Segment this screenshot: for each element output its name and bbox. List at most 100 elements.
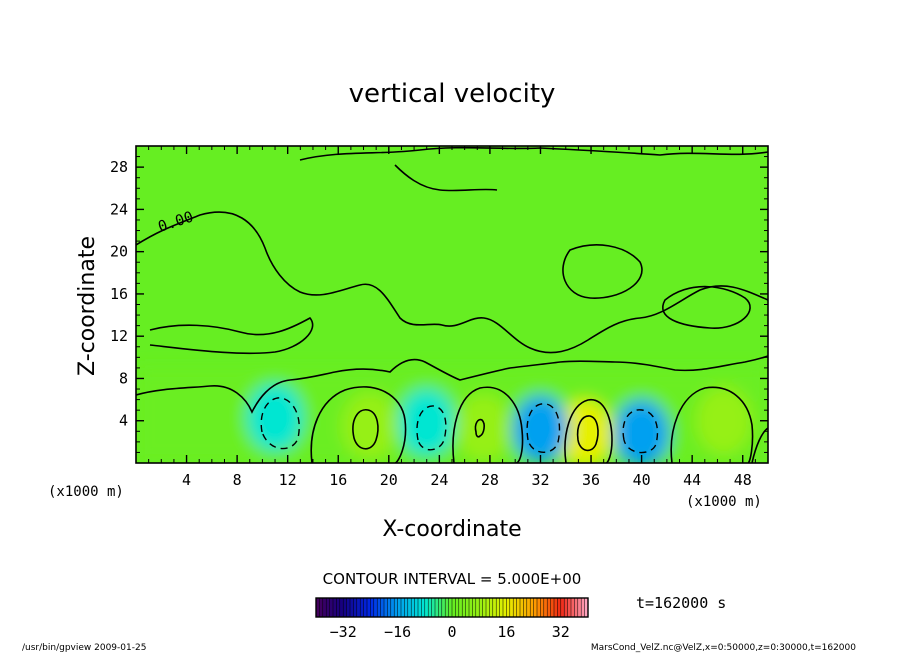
chart-title: vertical velocity (349, 79, 556, 109)
colorbar-cell (333, 598, 337, 617)
y-axis: 4 8 12 16 20 24 28 (110, 156, 768, 453)
colorbar-ticks: −32 −16 0 16 32 (330, 623, 570, 641)
colorbar-cell (577, 598, 582, 617)
colorbar-cell (554, 598, 558, 617)
colorbar-cell (370, 598, 375, 617)
colorbar-cell (486, 598, 490, 617)
colorbar-frame (315, 597, 589, 618)
x-tick-label: 28 (481, 471, 499, 489)
colorbar-tick-label: 32 (552, 623, 570, 641)
colorbar-cell (469, 598, 473, 617)
x-axis-label: X-coordinate (382, 517, 521, 542)
colorbar-cell (492, 598, 497, 617)
y-tick-label: 24 (110, 200, 128, 218)
y-tick-label: 20 (110, 243, 128, 261)
y-tick-label: 8 (119, 369, 128, 387)
colorbar-cell (482, 598, 487, 617)
y-tick-label: 12 (110, 327, 128, 345)
colorbar-cell (523, 598, 528, 617)
colorbar-cell (448, 598, 453, 617)
colorbar (315, 597, 589, 618)
colorbar-cell (421, 598, 426, 617)
colorbar-cell (380, 598, 385, 617)
colorbar-tick-label: −32 (330, 623, 357, 641)
velocity-cell (695, 386, 752, 455)
x-tick-label: 16 (329, 471, 347, 489)
colorbar-cell (363, 598, 368, 617)
colorbar-cell (373, 598, 378, 617)
x-tick-label: 4 (182, 471, 191, 489)
colorbar-cell (465, 598, 470, 617)
time-label: t=162000 s (636, 594, 726, 612)
colorbar-cell (350, 598, 354, 617)
footer-left: /usr/bin/gpview 2009-01-25 (22, 643, 146, 653)
colorbar-cell (499, 598, 504, 617)
contour-lines (136, 146, 768, 463)
colorbar-cell (407, 598, 412, 617)
colorbar-cell (435, 598, 439, 617)
colorbar-cell (462, 598, 466, 617)
x-tick-label: 44 (683, 471, 701, 489)
colorbar-cell (356, 598, 361, 617)
colorbar-cell (540, 598, 545, 617)
colorbar-cell (533, 598, 538, 617)
colorbar-cell (520, 598, 524, 617)
colorbar-cell (503, 598, 507, 617)
colorbar-cell (506, 598, 511, 617)
velocity-cell (247, 383, 304, 452)
velocity-field (136, 367, 768, 463)
footer-right: MarsCond_VelZ.nc@VelZ,x=0:50000,z=0:3000… (591, 643, 856, 653)
colorbar-cell (567, 598, 572, 617)
colorbar-cell (472, 598, 477, 617)
colorbar-cell (322, 598, 327, 617)
colorbar-cell (387, 598, 392, 617)
colorbar-cell (537, 598, 541, 617)
colorbar-cell (513, 598, 517, 617)
colorbar-cell (431, 598, 436, 617)
colorbar-cell (390, 598, 395, 617)
colorbar-cell (353, 598, 358, 617)
colorbar-cell (550, 598, 555, 617)
colorbar-tick-label: −16 (384, 623, 411, 641)
colorbar-cell (438, 598, 443, 617)
colorbar-tick-label: 16 (497, 623, 515, 641)
x-tick-label: 40 (633, 471, 651, 489)
colorbar-cell (584, 598, 589, 617)
colorbar-cell (394, 598, 398, 617)
colorbar-cell (319, 598, 324, 617)
colorbar-cell (339, 598, 344, 617)
colorbar-cell (441, 598, 446, 617)
colorbar-cell (360, 598, 364, 617)
colorbar-cell (543, 598, 548, 617)
x-tick-label: 12 (279, 471, 297, 489)
velocity-cell (398, 388, 455, 457)
colorbar-tick-label: 0 (447, 623, 456, 641)
colorbar-cell (424, 598, 429, 617)
colorbar-cell (336, 598, 341, 617)
colorbar-cell (489, 598, 494, 617)
x-tick-label: 8 (233, 471, 242, 489)
colorbar-cell (367, 598, 371, 617)
colorbar-cell (547, 598, 551, 617)
colorbar-cell (401, 598, 405, 617)
colorbar-cell (346, 598, 351, 617)
velocity-cell (341, 392, 398, 461)
colorbar-cell (458, 598, 463, 617)
x-tick-label: 20 (380, 471, 398, 489)
colorbar-cell (428, 598, 432, 617)
contour-interval: CONTOUR INTERVAL = 5.000E+00 (323, 570, 582, 588)
y-tick-label: 16 (110, 285, 128, 303)
colorbar-cell (526, 598, 531, 617)
colorbar-cell (316, 598, 320, 617)
colorbar-cell (445, 598, 449, 617)
x-tick-label: 48 (734, 471, 752, 489)
colorbar-cell (574, 598, 579, 617)
colorbar-cell (411, 598, 415, 617)
colorbar-cell (564, 598, 568, 617)
colorbar-cell (557, 598, 562, 617)
colorbar-cell (560, 598, 565, 617)
y-tick-label: 4 (119, 412, 128, 430)
colorbar-cell (496, 598, 500, 617)
colorbar-cell (475, 598, 480, 617)
colorbar-cell (414, 598, 419, 617)
